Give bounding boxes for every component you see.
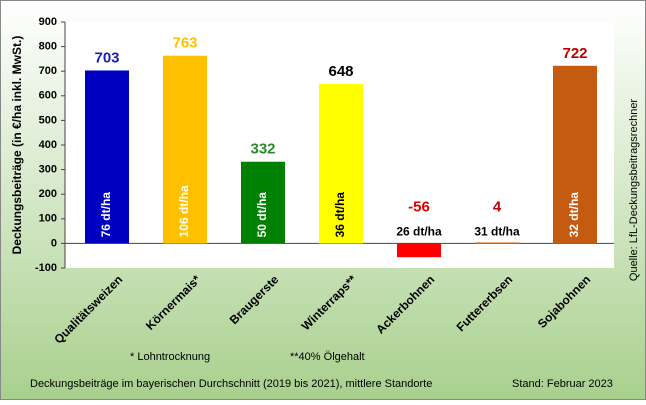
bar-label: 36 dt/ha [333, 192, 347, 238]
footnote: * Lohntrocknung [130, 351, 210, 363]
value-label: 763 [172, 35, 197, 52]
bar-label: 106 dt/ha [177, 185, 191, 237]
y-tick-label: 300 [39, 164, 57, 176]
value-label: 648 [328, 63, 353, 80]
value-label: 722 [562, 45, 587, 62]
y-tick-label: 200 [39, 188, 57, 200]
source: Quelle: LfL-Deckungsbeitragsrechner [628, 99, 640, 282]
value-label: 332 [250, 141, 275, 158]
bar [163, 55, 207, 244]
value-label: -56 [408, 198, 430, 215]
bar-label: 32 dt/ha [567, 192, 581, 238]
y-tick-label: 700 [39, 65, 57, 77]
caption: Deckungsbeiträge im bayerischen Durchsch… [30, 378, 432, 390]
y-tick-label: 900 [39, 16, 57, 28]
bar [241, 161, 285, 244]
bar-label: 26 dt/ha [396, 225, 442, 239]
bar [397, 243, 441, 258]
value-label: 4 [493, 198, 502, 215]
bar-label: 31 dt/ha [474, 225, 520, 239]
value-label: 703 [94, 49, 119, 66]
bar [475, 242, 519, 244]
bar [553, 65, 597, 244]
bar [85, 70, 129, 244]
date-note: Stand: Februar 2023 [512, 378, 613, 390]
y-tick-label: 0 [51, 237, 57, 249]
bar-label: 50 dt/ha [255, 192, 269, 238]
y-tick-label: 400 [39, 139, 57, 151]
y-tick-label: -100 [35, 262, 57, 274]
bar-label: 76 dt/ha [99, 192, 113, 238]
y-axis-label: Deckungsbeiträge (in €/ha inkl. MwSt.) [10, 36, 24, 255]
footnote: **40% Ölgehalt [290, 351, 365, 363]
y-tick-label: 100 [39, 213, 57, 225]
y-tick-label: 500 [39, 114, 57, 126]
y-tick-label: 600 [39, 90, 57, 102]
bar [319, 83, 363, 244]
y-tick-label: 800 [39, 41, 57, 53]
